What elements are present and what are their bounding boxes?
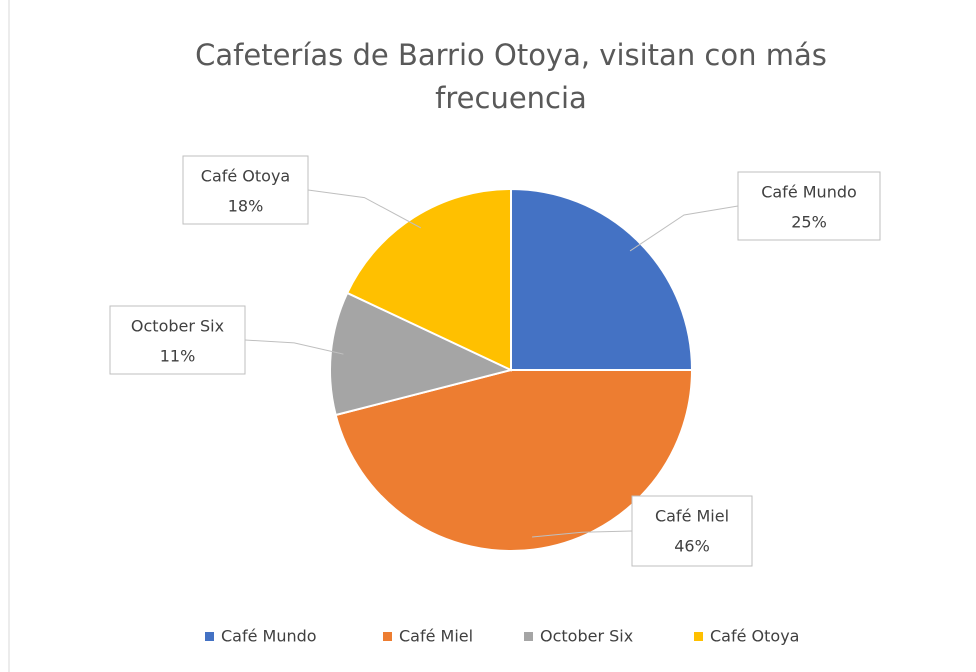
leader-line (307, 189, 422, 229)
label-box (109, 305, 246, 375)
legend-label: October Six (540, 627, 633, 646)
pie-slice (345, 187, 512, 372)
label-box (631, 495, 753, 567)
data-label-value: 11% (160, 347, 196, 366)
data-label-value: 46% (674, 537, 710, 556)
data-label-name: Café Otoya (201, 167, 290, 186)
data-label-name: Café Miel (655, 507, 729, 526)
legend-label: Café Otoya (710, 627, 799, 646)
pie-slice (329, 291, 514, 417)
label-box (182, 155, 309, 225)
data-label-name: Café Mundo (761, 183, 857, 202)
pie-slice (510, 187, 694, 371)
leader-line (244, 339, 344, 355)
legend-swatch (205, 632, 214, 641)
legend-swatch (524, 632, 533, 641)
chart-title: Cafeterías de Barrio Otoya, visitan con … (195, 38, 827, 115)
label-box (737, 171, 881, 241)
leader-line (532, 530, 633, 538)
legend-swatch (694, 632, 703, 641)
data-label-name: October Six (131, 317, 224, 336)
data-label-value: 25% (791, 213, 827, 232)
legend-label: Café Miel (399, 627, 473, 646)
data-label-value: 18% (228, 197, 264, 216)
legend-swatch (383, 632, 392, 641)
legend-label: Café Mundo (221, 627, 317, 646)
pie-slice (334, 369, 694, 552)
leader-line (629, 205, 739, 252)
